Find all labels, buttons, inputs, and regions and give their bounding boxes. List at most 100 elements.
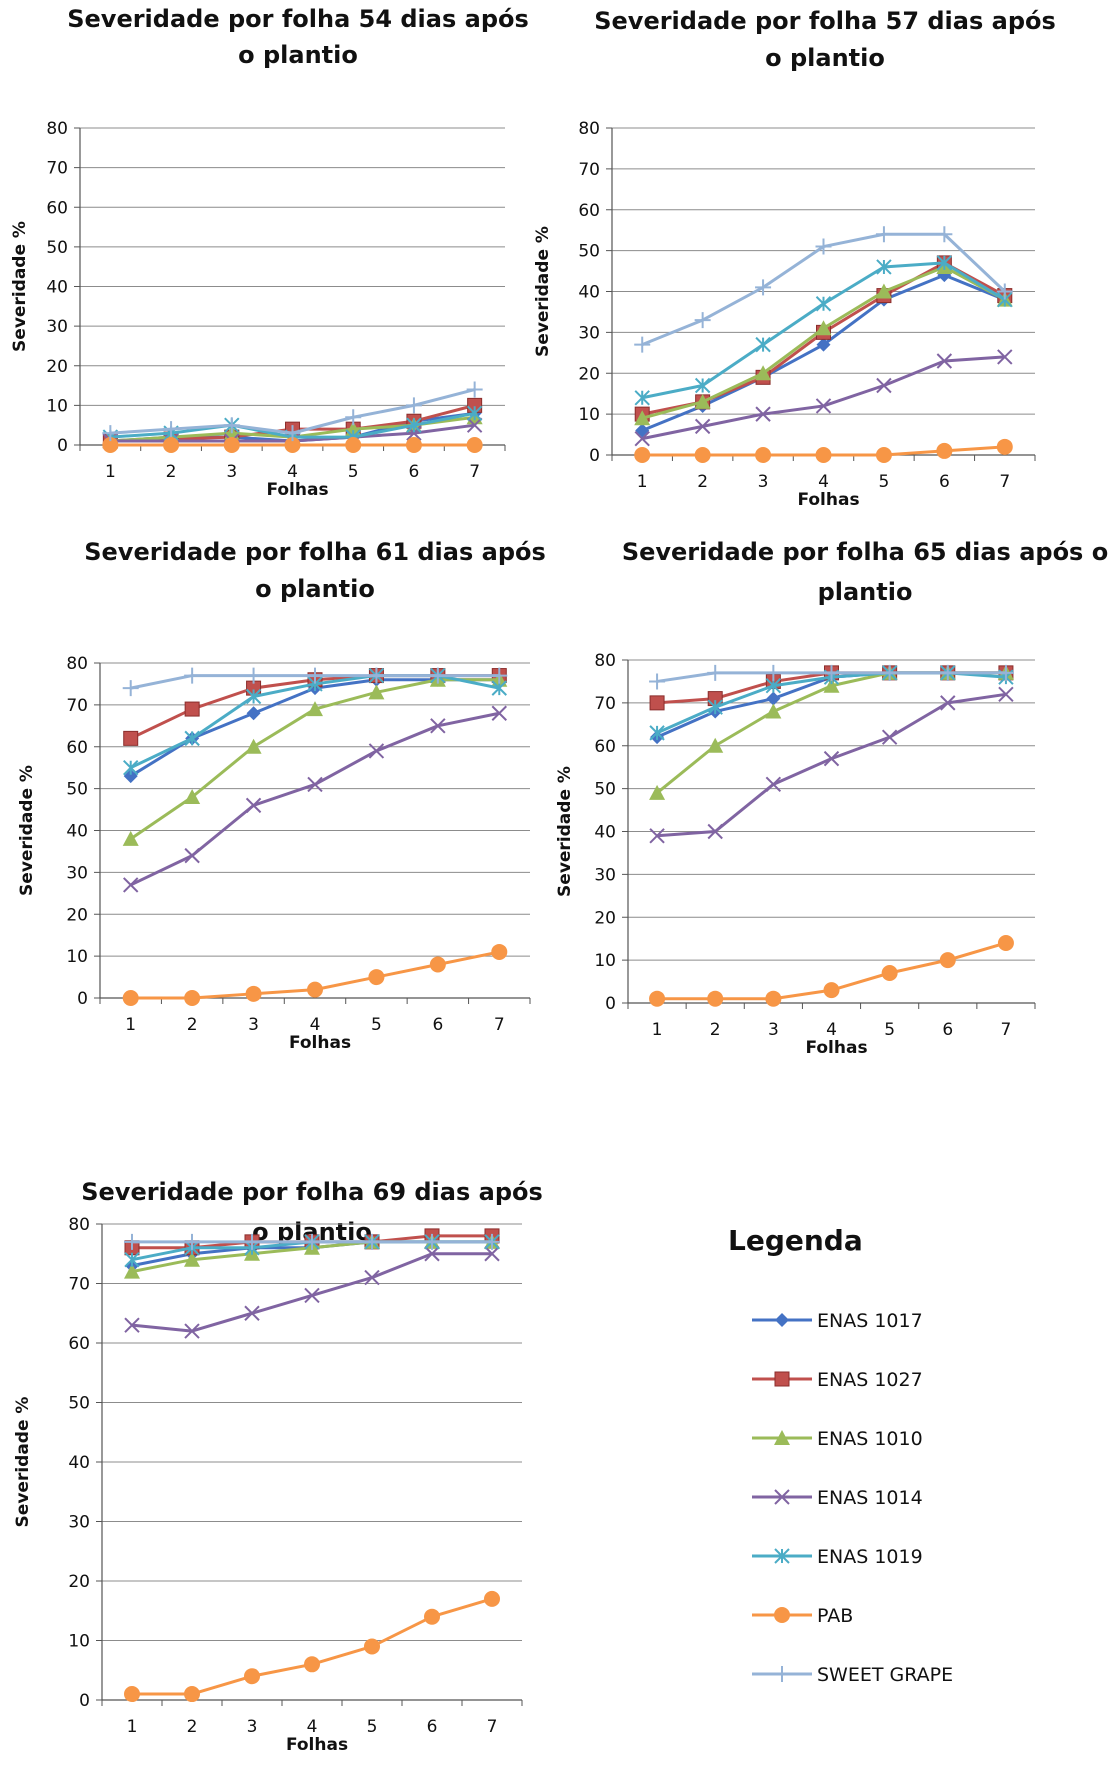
data-point (364, 1233, 380, 1250)
chart-title: Severidade por folha 65 dias após o (622, 538, 1108, 566)
x-tick-label: 4 (826, 1020, 837, 1040)
data-point (998, 686, 1014, 703)
data-point (284, 437, 301, 453)
x-tick-label: 4 (310, 1015, 321, 1035)
y-tick-label: 50 (578, 242, 600, 262)
data-point (466, 381, 483, 398)
y-axis-label: Severidade % (10, 221, 30, 352)
data-point (184, 667, 201, 684)
data-point (939, 664, 956, 681)
x-tick-label: 6 (942, 1020, 953, 1040)
legend-item: ENAS 1014 (752, 1487, 923, 1509)
data-point (184, 847, 200, 864)
data-point (823, 750, 840, 767)
data-point (649, 673, 666, 690)
y-tick-label: 50 (46, 238, 68, 258)
data-point (244, 1668, 260, 1685)
data-point (484, 1246, 500, 1262)
y-tick-label: 10 (594, 951, 616, 971)
data-point (491, 705, 507, 721)
legend-item: ENAS 1027 (752, 1369, 923, 1391)
x-tick-label: 5 (367, 1717, 378, 1737)
data-point (430, 718, 446, 734)
x-tick-label: 1 (637, 472, 648, 492)
y-tick-label: 80 (594, 651, 616, 671)
data-point (163, 421, 180, 438)
y-tick-label: 20 (46, 357, 68, 377)
data-point (284, 425, 301, 442)
data-point (123, 877, 139, 893)
data-point (815, 296, 832, 312)
x-axis-label: Folhas (797, 490, 859, 510)
data-point (875, 283, 892, 299)
data-point (876, 259, 892, 275)
x-tick-label: 7 (494, 1015, 505, 1035)
x-tick-label: 7 (469, 462, 480, 482)
data-point (124, 1233, 140, 1250)
series-pab (102, 437, 483, 453)
data-point (649, 828, 665, 844)
data-point (364, 1638, 380, 1655)
data-point (876, 377, 892, 394)
data-point (184, 1686, 200, 1703)
data-point (634, 336, 651, 353)
data-point (881, 664, 898, 681)
data-point (940, 695, 956, 711)
legend-title: Legenda (728, 1224, 863, 1257)
y-tick-label: 80 (46, 119, 68, 139)
chart-title: plantio (818, 578, 913, 606)
plus-marker (774, 1666, 790, 1682)
x-axis-label: Folhas (289, 1033, 351, 1053)
series-enas-1014 (123, 705, 507, 893)
data-point (184, 1323, 200, 1339)
data-point (122, 990, 139, 1006)
x-tick-label: 2 (697, 472, 708, 492)
y-tick-label: 60 (578, 201, 600, 221)
data-point (765, 703, 782, 719)
series-enas-1014 (634, 349, 1013, 447)
data-point (649, 784, 666, 800)
data-point (996, 283, 1013, 300)
data-point (634, 447, 651, 463)
data-point (694, 312, 711, 329)
y-tick-label: 20 (594, 908, 616, 928)
series-enas-1010 (122, 671, 508, 846)
x-axis-label: Folhas (266, 480, 328, 500)
chart-title: o plantio (765, 44, 885, 72)
data-point (466, 405, 483, 422)
data-point (875, 447, 892, 463)
star-marker (774, 1548, 790, 1564)
y-tick-label: 20 (578, 364, 600, 384)
y-axis-label: Severidade % (555, 766, 575, 897)
data-point (102, 425, 119, 442)
y-tick-label: 60 (66, 738, 88, 758)
data-point (765, 776, 782, 793)
data-point (307, 776, 323, 793)
y-tick-label: 40 (66, 822, 88, 842)
data-point (707, 990, 724, 1007)
y-axis-label: Severidade % (13, 1397, 33, 1528)
data-point (997, 349, 1013, 365)
y-tick-label: 0 (57, 436, 68, 456)
data-point (304, 1233, 320, 1250)
x-tick-label: 4 (818, 472, 829, 492)
data-point (634, 430, 650, 447)
y-tick-label: 50 (594, 780, 616, 800)
x-tick-label: 7 (487, 1717, 498, 1737)
legend-label: ENAS 1017 (817, 1310, 923, 1332)
data-point (755, 279, 772, 296)
y-tick-label: 0 (77, 989, 88, 1009)
data-point (244, 1233, 260, 1250)
data-point (936, 226, 953, 243)
data-point (368, 684, 385, 700)
y-tick-label: 70 (66, 696, 88, 716)
data-point (694, 377, 711, 394)
x-tick-label: 4 (307, 1717, 318, 1737)
data-point (364, 1269, 380, 1286)
data-point (405, 397, 422, 414)
data-point (815, 447, 832, 463)
data-point (244, 1305, 260, 1321)
data-point (124, 1251, 140, 1268)
y-tick-label: 0 (79, 1691, 90, 1711)
x-tick-label: 3 (226, 462, 237, 482)
